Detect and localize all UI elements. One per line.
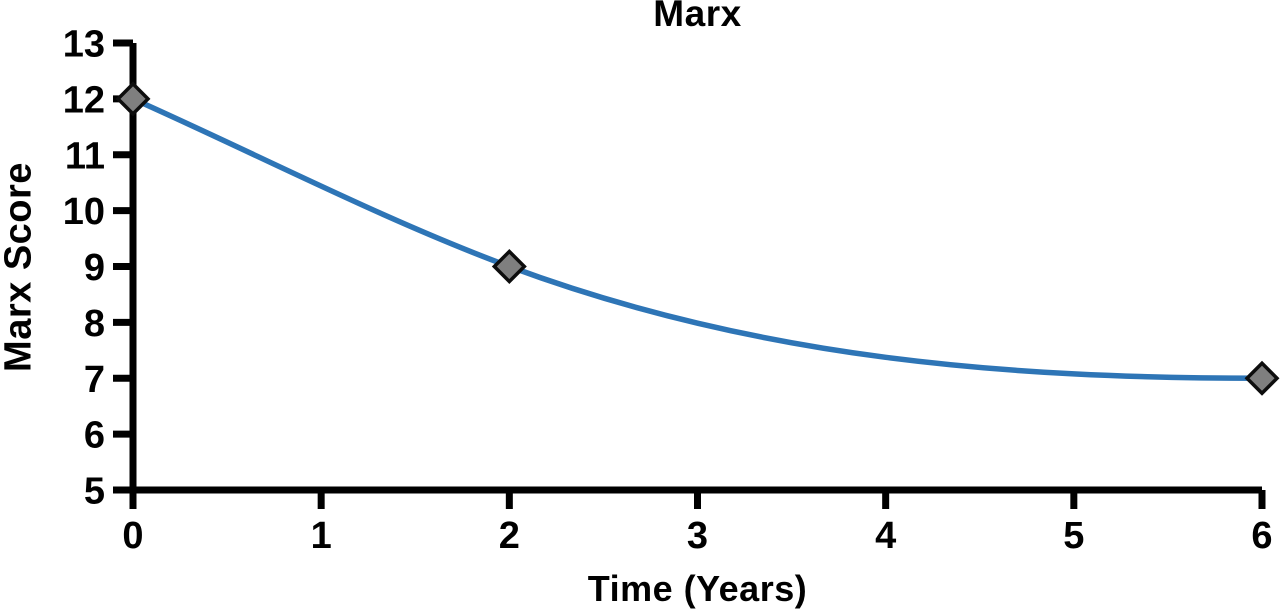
y-tick-label: 5 — [84, 471, 105, 513]
y-tick-label: 7 — [84, 359, 105, 401]
y-tick-label: 11 — [65, 135, 105, 177]
axes — [129, 43, 1262, 494]
chart-title: Marx — [653, 0, 742, 34]
x-tick-label: 5 — [1063, 515, 1084, 557]
data-point-marker — [115, 81, 151, 117]
x-tick-label: 2 — [499, 515, 520, 557]
x-axis-label: Time (Years) — [587, 568, 808, 609]
y-tick-label: 10 — [63, 191, 105, 233]
curve-path — [130, 96, 1265, 381]
x-tick-label: 3 — [687, 515, 708, 557]
y-axis-label: Marx Score — [0, 162, 40, 372]
y-tick-label: 8 — [84, 303, 105, 345]
x-tick-label: 0 — [122, 515, 143, 557]
data-point-marker — [1244, 360, 1280, 396]
x-tick-label: 1 — [311, 515, 332, 557]
y-tick-label: 6 — [84, 415, 105, 457]
y-tick-label: 13 — [63, 24, 105, 66]
y-tick-label: 9 — [84, 247, 105, 289]
data-point-marker — [491, 249, 527, 284]
x-tick-label: 6 — [1251, 515, 1272, 557]
y-tick-label: 12 — [63, 79, 105, 121]
x-tick-label: 4 — [875, 515, 896, 557]
